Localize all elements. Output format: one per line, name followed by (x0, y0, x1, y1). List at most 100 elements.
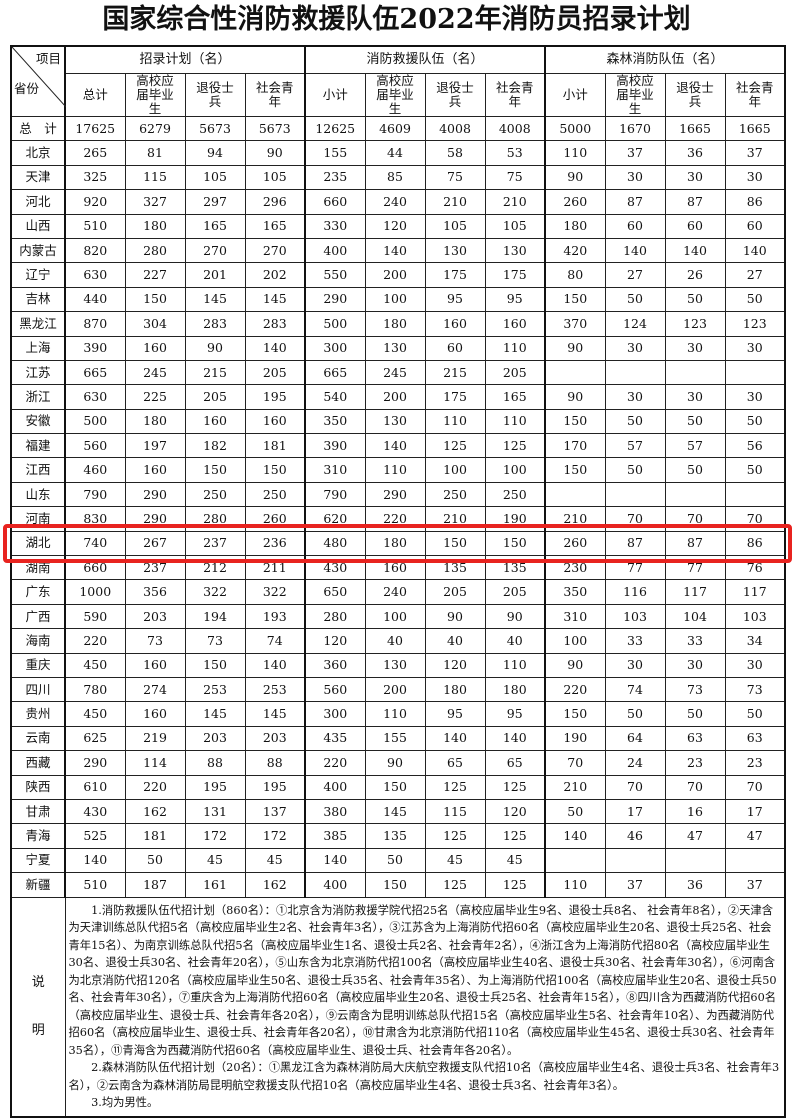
value-cell: 203 (244, 725, 306, 752)
value-cell: 23 (724, 750, 786, 776)
value-cell: 110 (544, 872, 606, 898)
value-cell: 310 (544, 603, 606, 630)
value-cell: 220 (544, 676, 606, 703)
value-cell: 510 (64, 872, 126, 898)
value-cell: 37 (604, 872, 666, 898)
value-cell: 30 (724, 652, 786, 678)
value-cell: 135 (364, 823, 426, 849)
value-cell: 30 (604, 335, 666, 361)
value-cell: 140 (604, 237, 666, 264)
value-cell: 390 (64, 335, 126, 361)
subcolumn-header: 社会青年 (244, 73, 306, 117)
value-cell: 117 (724, 579, 786, 605)
table-row: 西藏 290 114 88 88 220 90 65 65 70 24 23 23 (10, 750, 786, 776)
table-row: 湖南 660 237 212 211 430 160 135 135 230 77 77 76 (10, 555, 786, 581)
value-cell: 540 (304, 384, 366, 410)
value-cell: 30 (604, 164, 666, 191)
value-cell: 267 (124, 530, 186, 557)
value-cell: 105 (484, 213, 546, 239)
province-cell: 福建 (10, 433, 66, 459)
value-cell: 237 (184, 530, 246, 557)
value-cell: 50 (724, 286, 786, 313)
value-cell: 50 (724, 701, 786, 727)
value-cell: 17625 (64, 115, 126, 142)
value-cell: 73 (724, 676, 786, 703)
table-row: 贵州 450 160 145 145 300 110 95 95 150 50 50 50 (10, 701, 786, 727)
province-cell: 西藏 (10, 750, 66, 776)
subcolumn-header: 退役士兵 (184, 73, 246, 117)
notes-label-char: 明 (31, 1022, 45, 1038)
value-cell: 205 (184, 384, 246, 410)
value-cell: 90 (424, 603, 486, 630)
value-cell: 240 (364, 579, 426, 605)
province-cell: 江西 (10, 457, 66, 483)
value-cell: 202 (244, 262, 306, 288)
value-cell: 283 (244, 311, 306, 337)
value-cell: 197 (124, 433, 186, 459)
corner-label-item: 项目 (35, 51, 61, 66)
province-cell: 山西 (10, 213, 66, 239)
value-cell: 660 (304, 189, 366, 215)
value-cell: 165 (244, 213, 306, 239)
province-cell: 总 计 (10, 115, 66, 142)
value-cell: 88 (184, 750, 246, 776)
value-cell: 180 (544, 213, 606, 239)
value-cell: 45 (424, 847, 486, 874)
value-cell: 205 (424, 579, 486, 605)
value-cell: 290 (124, 481, 186, 508)
value-cell: 50 (664, 701, 726, 727)
province-cell: 吉林 (10, 286, 66, 313)
value-cell: 125 (424, 774, 486, 800)
value-cell: 47 (724, 823, 786, 849)
province-cell: 黑龙江 (10, 311, 66, 337)
value-cell: 210 (544, 506, 606, 532)
value-cell: 70 (604, 506, 666, 532)
value-cell: 182 (184, 433, 246, 459)
value-cell: 175 (424, 262, 486, 288)
province-cell: 内蒙古 (10, 237, 66, 264)
value-cell: 140 (724, 237, 786, 264)
value-cell: 26 (664, 262, 726, 288)
value-cell: 30 (664, 164, 726, 191)
value-cell: 81 (124, 140, 186, 166)
value-cell: 87 (604, 530, 666, 557)
value-cell: 17 (604, 798, 666, 825)
value-cell: 135 (424, 555, 486, 581)
value-cell: 610 (64, 774, 126, 800)
value-cell: 620 (304, 506, 366, 532)
value-cell: 780 (64, 676, 126, 703)
notes-label-char: 说 (31, 974, 45, 990)
value-cell: 260 (544, 530, 606, 557)
value-cell: 290 (364, 481, 426, 508)
value-cell (544, 847, 606, 874)
value-cell: 175 (484, 262, 546, 288)
value-cell: 75 (484, 164, 546, 191)
value-cell: 500 (64, 408, 126, 435)
table-row: 陕西 610 220 195 195 400 150 125 125 210 70 70 70 (10, 774, 786, 800)
value-cell: 245 (364, 359, 426, 386)
value-cell: 50 (604, 701, 666, 727)
value-cell: 90 (544, 652, 606, 678)
value-cell: 105 (424, 213, 486, 239)
total-row: 总 计 17625 6279 5673 5673 12625 4609 4008 4008 500… (10, 115, 786, 142)
value-cell: 90 (244, 140, 306, 166)
province-cell: 甘肃 (10, 798, 66, 825)
value-cell: 1665 (724, 115, 786, 142)
value-cell: 30 (664, 652, 726, 678)
notes-row: 说明 1.消防救援队伍代招计划（860名）：①北京含为消防救援学院代招25名（高校… (10, 896, 786, 1117)
group-header-fire-rescue: 消防救援队伍（名） (304, 45, 546, 74)
value-cell: 790 (304, 481, 366, 508)
value-cell: 280 (184, 506, 246, 532)
value-cell: 350 (544, 579, 606, 605)
value-cell: 63 (664, 725, 726, 752)
province-cell: 四川 (10, 676, 66, 703)
value-cell: 180 (364, 311, 426, 337)
value-cell: 125 (424, 872, 486, 898)
value-cell: 16 (664, 798, 726, 825)
value-cell: 250 (484, 481, 546, 508)
province-cell: 天津 (10, 164, 66, 191)
value-cell: 125 (484, 774, 546, 800)
value-cell: 180 (424, 676, 486, 703)
value-cell: 297 (184, 189, 246, 215)
province-cell: 江苏 (10, 359, 66, 386)
